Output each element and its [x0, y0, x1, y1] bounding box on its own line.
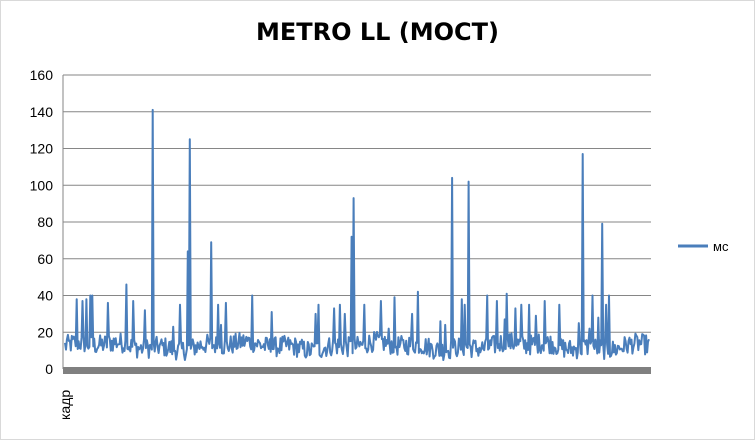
x-axis-label: кадр — [57, 390, 73, 420]
y-tick-label: 140 — [30, 104, 54, 120]
x-axis-band — [63, 367, 651, 374]
y-tick-label: 0 — [45, 361, 53, 377]
gridlines — [62, 74, 651, 370]
y-tick-label: 100 — [30, 177, 54, 193]
y-tick-label: 80 — [37, 214, 53, 230]
legend-label-ms: мс — [713, 239, 729, 254]
y-axis-ticks: 0 20 40 60 80 100 120 140 160 — [30, 67, 54, 377]
y-tick-label: 120 — [30, 141, 54, 157]
series-ms-line — [64, 108, 650, 361]
y-tick-label: 60 — [37, 251, 53, 267]
series-line — [64, 108, 650, 361]
chart-title: METRO LL (MOCT) — [255, 18, 500, 46]
y-tick-label: 20 — [37, 324, 53, 340]
legend: мс — [678, 239, 729, 254]
y-tick-label: 40 — [37, 288, 53, 304]
y-tick-label: 160 — [30, 67, 54, 83]
